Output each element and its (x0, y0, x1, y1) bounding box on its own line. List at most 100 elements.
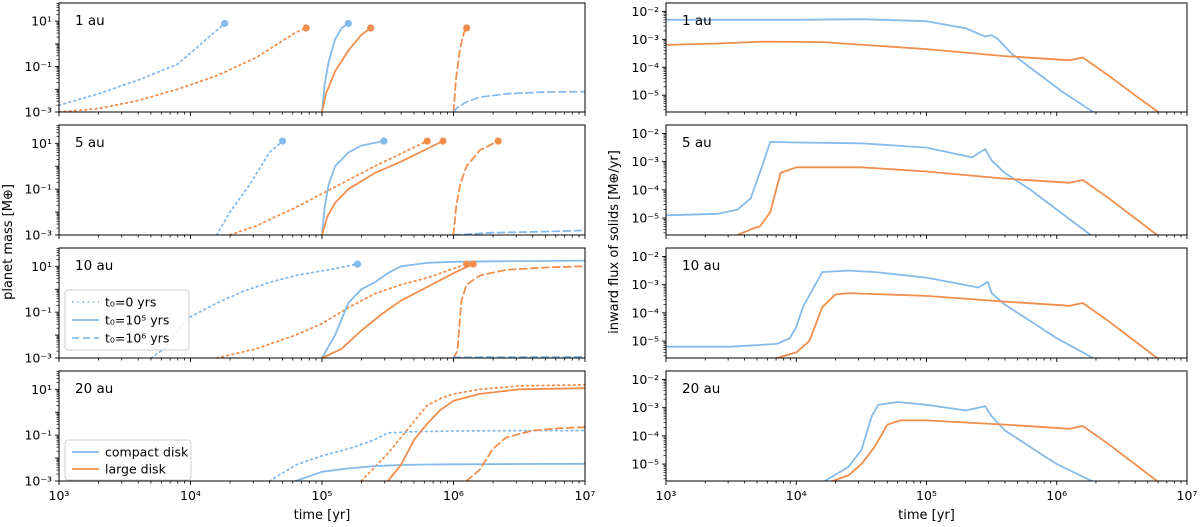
x-tick-label: 10⁴ (180, 488, 201, 503)
panel-frame (58, 247, 586, 359)
y-tick-label: 10¹ (31, 259, 52, 274)
end-marker-large (494, 137, 502, 145)
series-line-large-dashed (465, 426, 585, 481)
series-line-compact-dotted (59, 22, 226, 107)
panel-left-1: 10⁻³ 10⁻¹ 10¹ 1 au (24, 2, 586, 120)
y-tick-label: 10⁻¹ (24, 305, 52, 320)
series-line-large-dashed (452, 140, 500, 235)
left-y-axis-label: planet mass [M⊕] (1, 184, 16, 300)
end-marker-large (439, 137, 447, 145)
panel-right-1: 10⁻⁵ 10⁻⁴ 10⁻³ 10⁻² 1 au (631, 2, 1188, 116)
panel-frame (58, 124, 586, 236)
panel-frame (665, 2, 1188, 113)
legend-t0-box (64, 289, 190, 351)
series-line-large-dotted (360, 383, 585, 481)
x-tick-label: 10⁷ (575, 488, 596, 503)
y-tick-label: 10⁻⁴ (631, 305, 659, 320)
series-line-large-dashed (452, 27, 468, 112)
right-y-axis-label: inward flux of solids [M⊕/yr] (607, 150, 622, 334)
y-tick-label: 10⁻³ (631, 400, 659, 415)
panel-frame (665, 370, 1188, 482)
panel-frame (58, 2, 586, 113)
y-tick-label: 10⁻² (631, 372, 659, 387)
series-line-compact-solid (321, 22, 350, 112)
y-tick-label: 10⁻³ (631, 32, 659, 47)
x-tick-label: 10⁵ (312, 488, 333, 503)
series-line-compact-dashed (452, 229, 585, 235)
series-line-compact-dotted (268, 429, 585, 481)
series-group (824, 401, 1158, 481)
y-tick-label: 10⁻⁴ (631, 60, 659, 75)
panel-left-4: 10⁻³ 10⁻¹ 10¹ 10³ 10⁴ 10⁵ 10⁶ 10⁷ 20 au compact d… (24, 370, 596, 503)
end-marker-large (423, 137, 431, 145)
series-line-compact-solid (666, 140, 1092, 235)
end-marker-compact (380, 137, 388, 145)
series-group (150, 259, 585, 358)
panel-title: 5 au (682, 135, 712, 151)
y-tick-label: 10⁻² (631, 126, 659, 141)
series-line-large-dotted (59, 27, 308, 112)
series-line-compact-solid (666, 269, 1095, 358)
y-tick-label: 10⁻¹ (24, 428, 52, 443)
right-x-axis-label: time [yr] (898, 508, 955, 523)
left-x-axis-label: time [yr] (294, 508, 351, 523)
series-line-compact-solid (294, 462, 585, 481)
x-tick-label: 10⁶ (443, 488, 464, 503)
series-line-compact-dashed (452, 90, 585, 112)
y-tick-label: 10⁻³ (631, 277, 659, 292)
series-group (268, 383, 585, 481)
series-line-large-solid (736, 166, 1158, 235)
x-tick-label: 10³ (49, 488, 70, 503)
series-line-large-solid (321, 263, 475, 358)
series-line-large-solid (831, 419, 1158, 481)
end-marker-compact (353, 260, 362, 268)
end-marker-compact (221, 19, 229, 28)
legend-t0-label: t₀=0 yrs (105, 295, 156, 310)
series-line-large-solid (666, 40, 1160, 112)
y-tick-label: 10⁻⁵ (631, 457, 659, 472)
panel-frame (665, 247, 1188, 359)
legend-disk-label: compact disk (105, 445, 189, 460)
x-tick-label: 10⁷ (1177, 488, 1198, 503)
panel-right-2: 10⁻⁵ 10⁻⁴ 10⁻³ 10⁻² 5 au (631, 124, 1188, 239)
panel-title: 10 au (682, 258, 720, 274)
panel-frame (665, 124, 1188, 236)
y-tick-label: 10⁻⁴ (631, 182, 659, 197)
series-group (666, 18, 1160, 112)
panel-left-2: 10⁻³ 10⁻¹ 10¹ 5 au (24, 124, 586, 243)
panel-title: 5 au (75, 135, 105, 151)
panel-right-3: 10⁻⁵ 10⁻⁴ 10⁻³ 10⁻² 10 au (631, 247, 1188, 362)
panel-frame (58, 370, 586, 482)
panel-left-3: 10⁻³ 10⁻¹ 10¹ 10 au t₀=0 yrs t₀=10⁵ yrs t₀=10⁶… (24, 247, 586, 366)
panel-title: 1 au (682, 13, 712, 29)
series-group (666, 140, 1158, 235)
y-tick-label: 10⁻³ (24, 228, 52, 243)
y-tick-label: 10¹ (31, 136, 52, 151)
y-tick-label: 10⁻⁵ (631, 334, 659, 349)
end-marker-compact (344, 19, 352, 28)
end-marker-large (302, 24, 310, 32)
series-line-large-dashed (452, 265, 585, 358)
panel-right-4: 10⁻⁵ 10⁻⁴ 10⁻³ 10⁻² 10³ 10⁴ 10⁵ 10⁶ 10⁷ 20 au (631, 370, 1198, 503)
x-tick-label: 10³ (656, 488, 677, 503)
series-line-large-solid (321, 140, 444, 235)
end-marker-large (469, 260, 477, 268)
legend-t0-label: t₀=10⁵ yrs (105, 313, 169, 328)
x-tick-label: 10⁵ (916, 488, 937, 503)
series-group (666, 269, 1158, 358)
y-tick-label: 10⁻¹ (24, 182, 52, 197)
series-line-compact-solid (666, 18, 1095, 112)
series-line-compact-dotted (215, 140, 284, 235)
series-line-large-solid (775, 292, 1158, 358)
y-tick-label: 10⁻³ (24, 474, 52, 489)
y-tick-label: 10⁻¹ (24, 59, 52, 74)
y-tick-label: 10⁻³ (24, 351, 52, 366)
panel-title: 1 au (75, 13, 105, 29)
series-line-large-dotted (215, 263, 468, 358)
panel-title: 20 au (75, 381, 113, 397)
y-tick-label: 10¹ (31, 14, 52, 29)
end-marker-large (463, 24, 471, 32)
series-line-compact-solid (321, 140, 385, 235)
series-line-large-solid (321, 27, 372, 112)
